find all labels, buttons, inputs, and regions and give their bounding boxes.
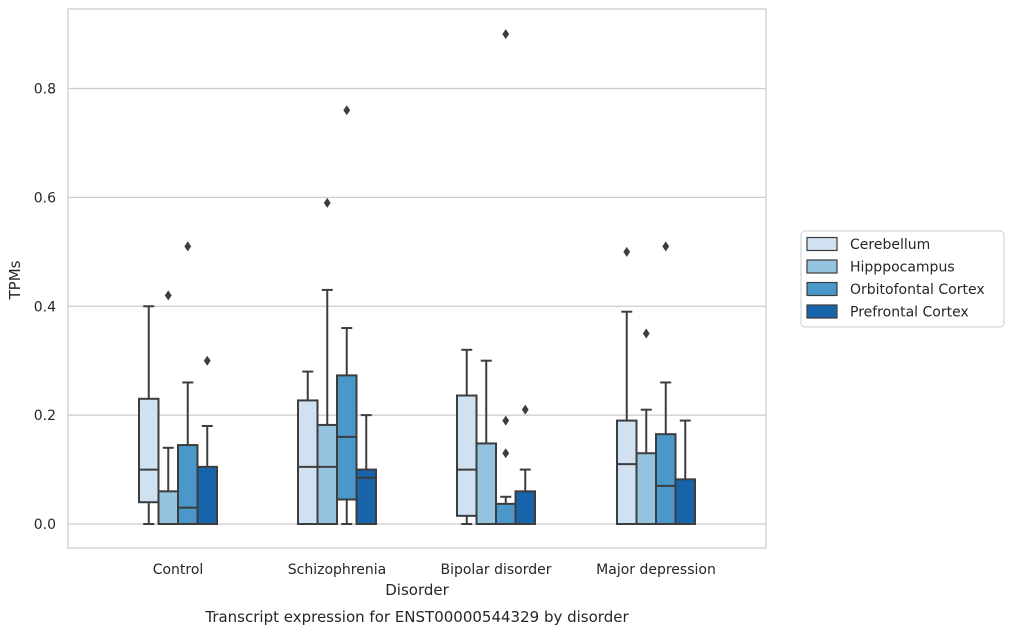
- box-3-2: [514, 404, 536, 525]
- outlier-point: [343, 105, 351, 116]
- y-tick-label: 0.6: [34, 190, 56, 206]
- legend-label: Hipppocampus: [850, 260, 955, 276]
- legend-label: Cerebellum: [850, 237, 930, 253]
- x-tick-label: Bipolar disorder: [440, 562, 551, 578]
- outlier-point: [502, 29, 510, 40]
- x-tick-labels: Control Schizophrenia Bipolar disorder Majo…: [153, 562, 716, 578]
- box-2-0: [177, 241, 199, 525]
- box-1-2: [475, 359, 497, 525]
- legend-frame: [800, 230, 1005, 328]
- legend-swatch: [806, 259, 838, 274]
- box-3-3: [674, 419, 696, 525]
- y-tick-label: 0.2: [34, 408, 56, 424]
- box-1-3: [635, 328, 657, 526]
- box-3-1: [355, 414, 377, 525]
- legend-swatch: [806, 304, 838, 319]
- y-tick-label: 0.0: [34, 517, 56, 533]
- outlier-point: [184, 241, 192, 252]
- box-0-3: [616, 246, 638, 526]
- outlier-point: [203, 355, 211, 366]
- y-tick-labels: 0.0 0.2 0.4 0.6 0.8: [34, 82, 56, 534]
- outlier-point: [642, 328, 650, 339]
- box-2-1: [336, 105, 358, 525]
- box-body: [157, 490, 179, 525]
- legend-label: Prefrontal Cortex: [850, 305, 969, 321]
- x-tick-label: Control: [153, 562, 204, 578]
- y-tick-label: 0.8: [34, 82, 56, 98]
- outlier-point: [164, 290, 172, 301]
- y-tick-label: 0.4: [34, 299, 56, 315]
- outlier-point: [623, 246, 631, 257]
- box-body: [674, 478, 696, 525]
- box-body: [495, 502, 517, 525]
- box-body: [196, 465, 218, 526]
- plot-frame: [67, 8, 767, 549]
- legend-swatch: [806, 281, 838, 297]
- box-body: [635, 452, 657, 526]
- box-body: [177, 444, 199, 525]
- outlier-point: [662, 241, 670, 252]
- box-body: [456, 394, 478, 517]
- box-groups: [138, 29, 696, 526]
- x-tick-label: Major depression: [596, 562, 716, 578]
- outlier-point: [502, 448, 510, 459]
- box-body: [616, 419, 638, 526]
- box-body: [475, 442, 497, 525]
- legend-label: Orbitofontal Cortex: [850, 282, 985, 298]
- box-0-0: [138, 305, 160, 525]
- outlier-point: [502, 415, 510, 426]
- box-0-1: [297, 370, 319, 526]
- box-0-2: [456, 348, 478, 525]
- box-body: [138, 397, 160, 504]
- x-tick-label: Schizophrenia: [288, 562, 386, 578]
- outlier-point: [323, 197, 331, 208]
- box-body: [514, 490, 536, 525]
- outlier-point: [521, 404, 529, 415]
- legend: Cerebellum Hipppocampus Orbitofontal Corte…: [800, 230, 1005, 328]
- box-body: [655, 433, 677, 526]
- box-body: [316, 423, 338, 525]
- box-body: [297, 399, 319, 526]
- x-axis-label: Disorder: [385, 581, 449, 599]
- legend-swatch: [806, 236, 838, 252]
- box-3-0: [196, 355, 218, 526]
- chart-caption: Transcript expression for ENST0000054432…: [204, 608, 629, 626]
- box-body: [355, 468, 377, 525]
- y-axis-label: TPMs: [6, 260, 24, 300]
